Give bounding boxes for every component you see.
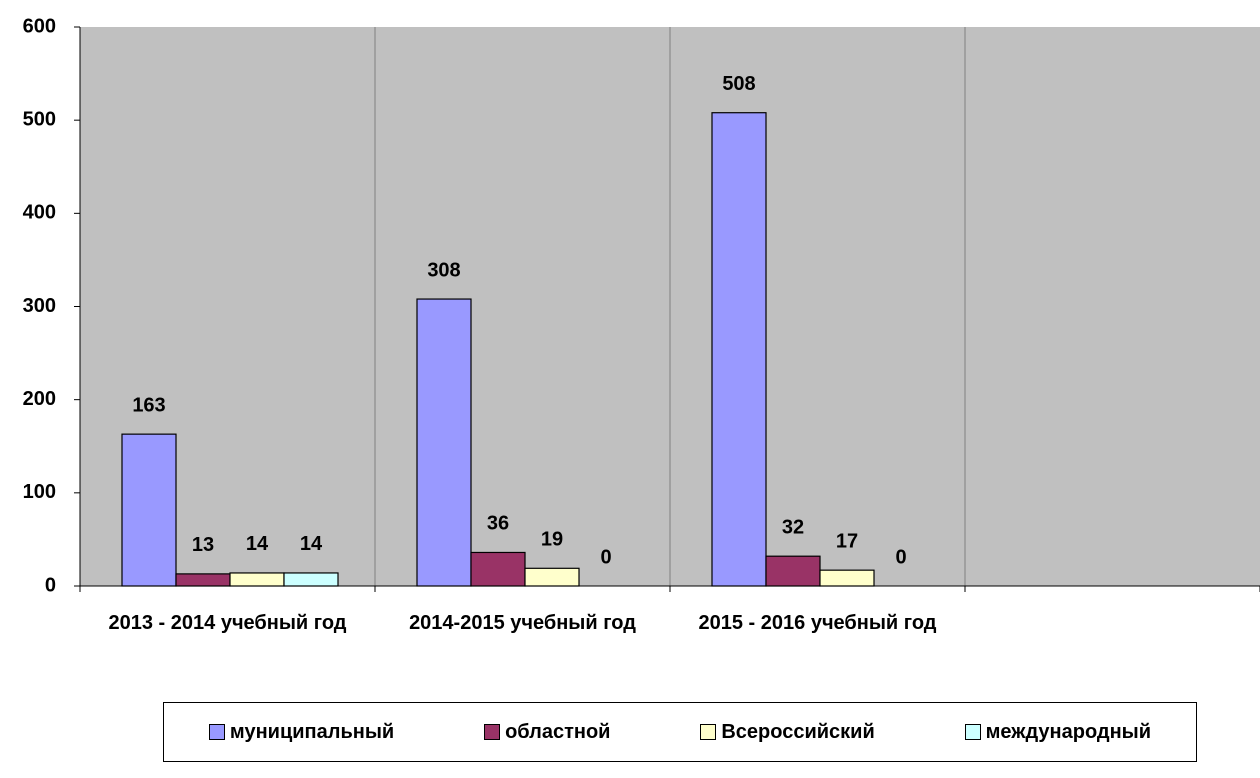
legend-swatch: [964, 724, 981, 740]
legend: муниципальный областной Всероссийский между…: [163, 702, 1197, 762]
y-tick-label: 500: [23, 108, 56, 130]
bar: [283, 572, 339, 587]
value-label: 308: [427, 259, 460, 281]
x-tick-label: 2015 - 2016 учебный год: [698, 612, 937, 634]
y-tick-label: 300: [23, 295, 56, 317]
legend-swatch: [700, 724, 717, 740]
legend-swatch: [208, 724, 225, 740]
y-tick-label: 400: [23, 202, 56, 224]
legend-label: областной: [505, 720, 611, 743]
y-tick-label: 200: [23, 388, 56, 410]
legend-label: Всероссийский: [721, 720, 875, 743]
value-label: 14: [246, 533, 269, 555]
value-label: 17: [836, 530, 858, 552]
value-label: 14: [300, 533, 323, 555]
legend-item: муниципальный: [208, 720, 395, 744]
bar: [175, 573, 231, 587]
x-tick-label: 2013 - 2014 учебный год: [108, 612, 347, 634]
value-label: 508: [722, 73, 755, 95]
y-tick-label: 100: [23, 481, 56, 503]
bar: [765, 555, 821, 587]
y-tick-label: 600: [23, 15, 56, 37]
bar: [121, 433, 177, 587]
legend-item: областной: [484, 721, 610, 744]
legend-label: международный: [985, 720, 1152, 743]
legend-label: муниципальный: [229, 720, 395, 743]
legend-item: международный: [964, 720, 1152, 744]
bar: [711, 112, 767, 587]
bar: [416, 298, 472, 587]
value-label: 36: [487, 513, 509, 535]
value-label: 13: [192, 534, 214, 556]
bar: [229, 572, 285, 587]
value-label: 0: [895, 546, 906, 568]
value-label: 163: [132, 394, 165, 416]
bar: [819, 569, 875, 587]
value-label: 19: [541, 529, 563, 551]
legend-swatch: [484, 724, 501, 740]
bar: [524, 567, 580, 587]
x-tick-label: 2014-2015 учебный год: [409, 612, 636, 634]
bar: [470, 551, 526, 587]
value-label: 32: [782, 516, 804, 538]
legend-item: Всероссийский: [700, 720, 875, 744]
value-label: 0: [600, 546, 611, 568]
y-tick-label: 0: [45, 574, 56, 596]
